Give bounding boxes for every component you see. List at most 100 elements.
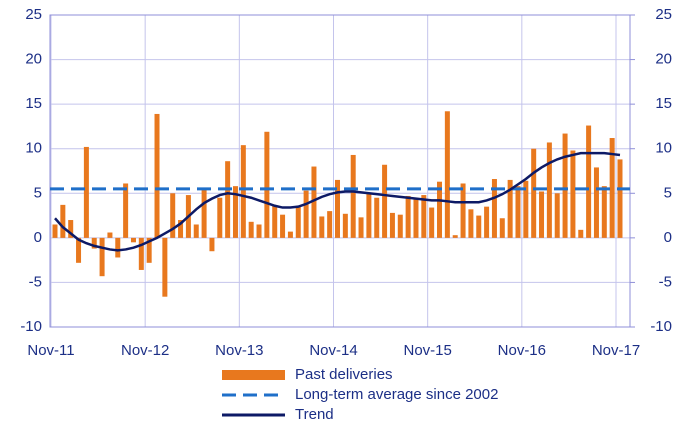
y2-tick-label: 25 — [655, 6, 672, 23]
bar — [499, 218, 505, 238]
bar — [201, 189, 207, 238]
bar — [405, 195, 411, 238]
y-tick-label: -5 — [29, 273, 42, 290]
x-tick-label: Nov-12 — [121, 342, 169, 359]
bar — [193, 224, 199, 238]
y2-tick-label: -10 — [650, 318, 672, 335]
x-tick-label: Nov-14 — [309, 342, 357, 359]
bar — [578, 229, 584, 238]
bar — [491, 179, 497, 238]
bar — [554, 193, 560, 238]
bar — [531, 148, 537, 238]
bar — [162, 237, 168, 297]
bar — [303, 190, 309, 238]
bar — [468, 209, 474, 238]
bar — [209, 237, 215, 252]
bar — [539, 191, 545, 238]
bar — [374, 197, 380, 238]
bar — [617, 159, 623, 238]
x-tick-label: Nov-15 — [403, 342, 451, 359]
bar — [570, 150, 576, 238]
bar — [217, 197, 223, 238]
trend-line — [54, 151, 621, 252]
bar — [437, 181, 443, 238]
bar — [311, 166, 317, 238]
bar — [68, 220, 74, 238]
bar — [421, 195, 427, 238]
bar — [593, 167, 599, 238]
y-tick-label: -10 — [20, 318, 42, 335]
bar — [272, 205, 278, 238]
x-tick-label: Nov-11 — [27, 342, 74, 359]
bar — [335, 179, 340, 238]
bar — [146, 237, 152, 263]
bar — [60, 204, 66, 238]
bar — [452, 235, 458, 238]
bar — [248, 221, 254, 238]
y2-tick-label: 15 — [655, 95, 672, 112]
bar — [586, 125, 592, 238]
y2-tick-label: -5 — [659, 273, 672, 290]
bar — [562, 133, 568, 238]
bar — [154, 113, 160, 238]
y-tick-label: 5 — [34, 184, 42, 201]
bar — [107, 232, 113, 238]
bar — [99, 237, 105, 277]
bar — [295, 205, 301, 238]
bar — [240, 145, 246, 238]
bar — [546, 142, 552, 238]
legend-swatch — [222, 370, 285, 380]
bar — [523, 180, 529, 238]
y2-tick-label: 0 — [664, 229, 672, 246]
x-tick-label: Nov-17 — [592, 342, 640, 359]
bar — [350, 154, 356, 238]
bar — [264, 131, 270, 238]
bar — [601, 186, 607, 238]
bar — [256, 224, 262, 238]
bar — [52, 224, 58, 238]
bar — [225, 161, 231, 238]
bar — [170, 193, 176, 238]
y-tick-label: 20 — [25, 51, 42, 68]
bar — [83, 146, 89, 238]
bar — [130, 237, 136, 243]
bar — [389, 212, 395, 238]
x-tick-label: Nov-13 — [215, 342, 263, 359]
bar — [382, 164, 388, 238]
bar — [287, 231, 293, 238]
bar — [484, 206, 490, 238]
legend-label: Past deliveries — [295, 366, 393, 383]
legend-label: Long-term average since 2002 — [295, 386, 498, 403]
bar — [413, 197, 419, 238]
bar — [515, 186, 521, 238]
bar — [327, 211, 333, 238]
y-tick-label: 10 — [25, 140, 42, 157]
bar — [123, 183, 129, 238]
bar — [91, 237, 97, 249]
y-tick-label: 25 — [25, 6, 42, 23]
y2-tick-label: 5 — [664, 184, 672, 201]
bar — [507, 179, 513, 238]
bar — [397, 214, 403, 238]
bar — [232, 186, 238, 238]
bar — [138, 237, 144, 270]
y2-tick-label: 20 — [655, 51, 672, 68]
bar — [429, 207, 435, 238]
bar — [366, 193, 372, 238]
y-tick-label: 0 — [34, 229, 42, 246]
bar — [609, 138, 615, 238]
y2-tick-label: 10 — [655, 140, 672, 157]
bar — [460, 183, 466, 238]
legend-label: Trend — [295, 406, 334, 423]
plot-frame — [49, 14, 631, 328]
bar — [280, 214, 286, 238]
bar — [342, 213, 348, 238]
bar — [115, 237, 121, 258]
bar — [319, 216, 325, 238]
bar — [76, 237, 82, 263]
y-tick-label: 15 — [25, 95, 42, 112]
bar — [358, 217, 364, 238]
bar — [444, 111, 450, 238]
x-tick-label: Nov-16 — [498, 342, 546, 359]
